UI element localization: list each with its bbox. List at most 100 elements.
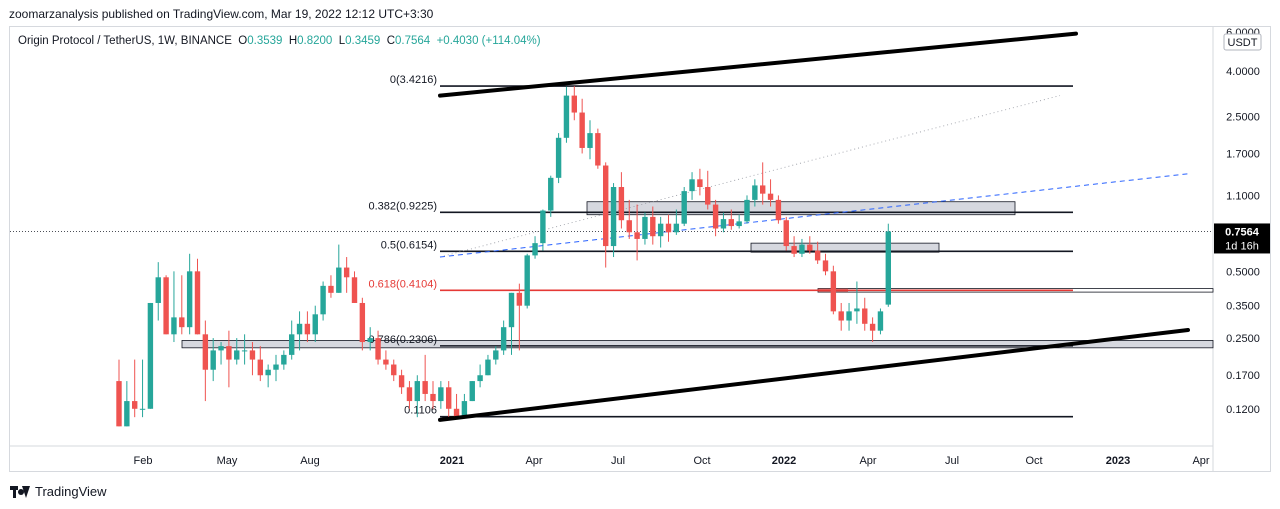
- candle-body: [744, 199, 750, 222]
- time-tick: Jul: [611, 455, 625, 467]
- fib-label-0.618: 0.618(0.4104): [369, 278, 438, 290]
- candle-body: [202, 334, 209, 370]
- candle-body: [807, 244, 813, 251]
- time-tick: Oct: [1025, 455, 1042, 467]
- close-label: C: [386, 35, 395, 47]
- candle-body: [877, 311, 884, 331]
- candle-body: [461, 401, 468, 418]
- time-tick: 2021: [440, 455, 464, 467]
- footer-brand[interactable]: TradingView: [10, 484, 107, 499]
- symbol-legend: Origin Protocol / TetherUS, 1W, BINANCE …: [18, 35, 541, 47]
- candle-body: [705, 187, 711, 205]
- time-tick: 2023: [1106, 455, 1130, 467]
- candle-body: [869, 323, 876, 331]
- low-label: L: [338, 35, 346, 47]
- bar-countdown-label: 1d 16h: [1225, 240, 1259, 252]
- candle-body: [234, 350, 240, 360]
- candle-body: [328, 285, 334, 293]
- candle-body: [186, 271, 193, 328]
- candle-body: [854, 308, 860, 312]
- candle-body: [218, 346, 224, 351]
- candle-body: [281, 354, 287, 365]
- candle-body: [304, 323, 311, 335]
- candle-body: [846, 311, 852, 321]
- currency-badge: [1223, 33, 1262, 51]
- candle-body: [697, 179, 703, 188]
- candle-body: [720, 219, 727, 229]
- candle-body: [336, 267, 342, 293]
- high-label: H: [288, 35, 298, 47]
- time-tick: Jul: [945, 455, 959, 467]
- candle-body: [752, 185, 758, 200]
- candle-body: [124, 401, 130, 427]
- candle-body: [563, 95, 570, 138]
- candle-body: [767, 193, 774, 200]
- candle-body: [398, 375, 405, 388]
- candle-body: [728, 219, 734, 227]
- candle-body: [132, 401, 138, 409]
- candle-body: [147, 302, 154, 409]
- fib-label-1: 0.1106: [404, 405, 437, 417]
- candle-body: [571, 95, 577, 113]
- candle-body: [289, 334, 295, 355]
- fib-label-0.382: 0.382(0.9225): [369, 200, 438, 212]
- candle-body: [179, 317, 185, 328]
- candle-body: [760, 185, 766, 194]
- candle-body: [650, 216, 656, 237]
- candle-body: [885, 231, 891, 305]
- zone-2: [181, 340, 1214, 349]
- candle-body: [469, 381, 475, 402]
- candle-body: [273, 364, 279, 370]
- channel-lower: [438, 327, 1190, 422]
- time-tick: Oct: [693, 455, 710, 467]
- candle-body: [383, 359, 389, 365]
- candle-body: [249, 350, 256, 360]
- candle-body: [320, 285, 326, 315]
- candle-body: [634, 232, 640, 239]
- candle-body: [712, 204, 719, 229]
- candle-body: [532, 243, 538, 256]
- candle-body: [257, 359, 263, 376]
- candle-body: [351, 277, 358, 303]
- candle-body: [657, 223, 664, 237]
- channel-upper: [438, 31, 1078, 98]
- candle-body: [516, 292, 523, 306]
- candle-body: [116, 381, 122, 427]
- time-tick: Apr: [525, 455, 542, 467]
- candle-body: [555, 137, 562, 178]
- candle-body: [422, 381, 428, 394]
- candle-body: [453, 408, 460, 418]
- time-tick: 2022: [772, 455, 796, 467]
- time-tick: May: [217, 455, 238, 467]
- chart-frame[interactable]: [9, 26, 1271, 472]
- candle-body: [618, 187, 625, 221]
- current-price-box: [1214, 223, 1270, 254]
- candle-body: [477, 375, 483, 382]
- candle-body: [375, 338, 381, 360]
- dotted-trendline: [439, 95, 1061, 258]
- price-tick: 0.3500: [1226, 301, 1260, 313]
- candle-body: [508, 292, 515, 328]
- candle-body: [642, 216, 648, 239]
- price-tick: 0.1200: [1226, 404, 1260, 416]
- candle-body: [665, 223, 672, 233]
- candle-body: [343, 267, 350, 278]
- candle-body: [548, 177, 554, 211]
- candle-body: [681, 191, 687, 224]
- fib-label-0: 0(3.4216): [390, 74, 437, 86]
- candle-body: [163, 277, 169, 335]
- candle-body: [595, 133, 601, 166]
- change-value: +0.4030 (+114.04%): [436, 35, 541, 47]
- price-tick: 1.1000: [1226, 190, 1260, 202]
- candle-body: [775, 199, 782, 221]
- candle-body: [626, 220, 632, 233]
- open-value: 0.3539: [247, 35, 283, 47]
- candle-body: [524, 255, 530, 306]
- candle-body: [430, 393, 436, 402]
- candle-body: [791, 246, 797, 254]
- candle-body: [359, 302, 366, 343]
- candle-body: [610, 187, 617, 247]
- candle-body: [830, 271, 837, 312]
- candle-body: [194, 271, 201, 335]
